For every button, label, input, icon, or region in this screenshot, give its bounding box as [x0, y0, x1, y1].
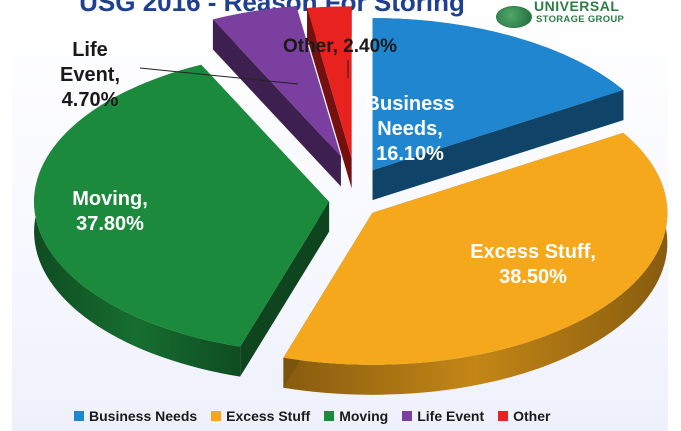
data-label-business-needs: Business Needs, 16.10% [366, 93, 455, 165]
data-label-line: Needs, [377, 118, 443, 140]
pie-chart: Business Needs, 16.10% Excess Stuff, 38.50% M… [34, 6, 668, 395]
slice-top-excess-stuff [283, 132, 668, 365]
globe-icon [496, 6, 532, 28]
slice-moving [34, 64, 330, 377]
legend-item-other: Other [498, 408, 550, 424]
legend-label: Excess Stuff [226, 408, 311, 424]
slice-wall-moving-0 [240, 201, 330, 377]
leader-line-life-event [139, 67, 299, 85]
chart-title: USG 2016 - Reason For Storing [79, 0, 465, 17]
slice-side-excess-stuff [283, 132, 668, 395]
data-label-line: 37.80% [76, 213, 144, 235]
data-label-line: Life [72, 39, 108, 61]
legend-swatch [74, 411, 84, 421]
data-label-life-event: Life Event, 4.70% [60, 39, 120, 111]
data-label-line: Event, [60, 64, 120, 86]
legend-item-life-event: Life Event [402, 408, 484, 424]
legend-label: Other [513, 408, 551, 424]
slice-wall-other-0 [307, 8, 352, 189]
slice-life-event [212, 6, 341, 187]
legend-label: Business Needs [89, 408, 198, 424]
legend-item-business-needs: Business Needs [74, 408, 197, 424]
legend-item-moving: Moving [324, 408, 388, 424]
slice-excess-stuff [283, 132, 668, 395]
slice-top-business-needs [372, 18, 624, 171]
data-label-line: Excess Stuff, [470, 241, 596, 263]
slice-top-moving [34, 64, 330, 347]
data-label-excess-stuff: Excess Stuff, 38.50% [470, 241, 596, 288]
slice-other [307, 6, 352, 189]
legend-swatch [402, 411, 413, 421]
slice-wall-business-needs-1 [372, 90, 624, 201]
legend-label: Life Event [417, 408, 485, 424]
data-label-line: 16.10% [376, 143, 444, 165]
logo-line-2: STORAGE GROUP [536, 14, 625, 25]
slice-wall-life-event-0 [212, 19, 341, 187]
legend-swatch [324, 411, 335, 421]
data-label-line: 4.70% [62, 89, 119, 111]
data-label-line: 38.50% [499, 266, 567, 288]
slice-business-needs [372, 18, 624, 201]
legend-item-excess-stuff: Excess Stuff [211, 408, 310, 424]
slice-top-other [307, 6, 352, 159]
logo-line-1: UNIVERSAL [534, 0, 620, 14]
chart-legend: Business Needs Excess Stuff Moving Life Eve… [74, 405, 550, 427]
usg-logo: UNIVERSAL STORAGE GROUP [496, 0, 646, 32]
chart-frame: USG 2016 - Reason For Storing UNIVERSAL … [12, 0, 668, 431]
data-label-line: Moving, [72, 188, 148, 210]
data-label-line: Business [366, 93, 455, 115]
legend-swatch [211, 411, 222, 421]
data-label-moving: Moving, 37.80% [72, 188, 148, 235]
legend-swatch [498, 411, 509, 421]
data-label-other: Other, 2.40% [283, 36, 397, 57]
data-label-line: Other, 2.40% [283, 36, 397, 57]
legend-label: Moving [339, 408, 389, 424]
slice-top-life-event [212, 6, 341, 157]
